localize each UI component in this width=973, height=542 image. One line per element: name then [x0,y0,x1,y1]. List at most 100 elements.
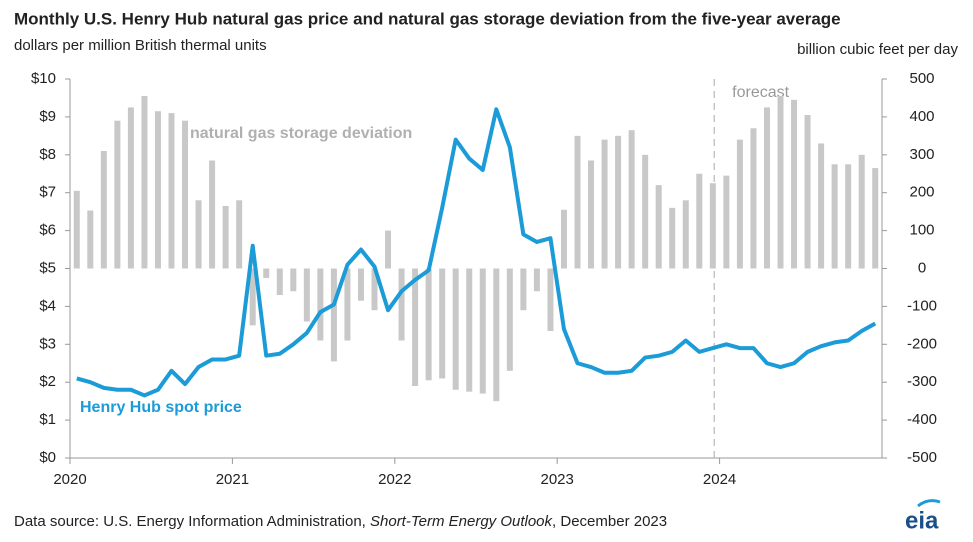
bar [371,268,378,311]
y-tick-label: $6 [39,222,56,239]
bar [154,111,161,269]
y2-tick-label: -300 [907,373,937,390]
bar [290,268,297,292]
bar [763,107,770,269]
bar [330,268,337,362]
bar [357,268,364,301]
y2-tick-label: -100 [907,297,937,314]
bar [168,113,175,269]
y2-tick-label: -200 [907,335,937,352]
bar [723,175,730,269]
bar [466,268,473,392]
bar [236,200,243,269]
bar [601,139,608,269]
y2-tick-label: 100 [909,222,934,239]
bar [506,268,513,371]
series-label: natural gas storage deviation [190,125,412,142]
logo-swoosh [917,499,941,508]
y-tick-label: $9 [39,108,56,125]
bar [100,151,107,269]
bar [560,209,567,269]
y2-axis-label: billion cubic feet per day [797,41,958,58]
bar [87,210,94,269]
bar [452,268,459,390]
bar [777,96,784,269]
y2-tick-label: -500 [907,449,937,466]
price-line [76,107,877,398]
y-tick-label: $7 [39,184,56,201]
bar [114,120,121,269]
bar [263,268,270,278]
bar [872,168,879,269]
bar [791,99,798,269]
bar [222,205,229,269]
bar [195,200,202,269]
source-text: Data source: U.S. Energy Information Adm… [14,513,370,530]
x-tick-label: 2023 [541,471,574,488]
bar [520,268,527,311]
source: Data source: U.S. Energy Information Adm… [14,513,667,530]
bar [858,154,865,269]
bar [209,160,216,269]
bar [141,96,148,269]
bar [412,268,419,386]
y2-tick-label: 500 [909,70,934,87]
bar [533,268,540,292]
bar [493,268,500,402]
bar [574,135,581,269]
bar [709,183,716,269]
x-tick-label: 2024 [703,471,736,488]
bar [696,173,703,269]
y-tick-label: $5 [39,259,56,276]
bar [615,135,622,269]
bar [385,230,392,269]
bar [831,164,838,269]
y2-tick-label: 0 [918,259,926,276]
bar [750,128,757,269]
x-tick-label: 2021 [216,471,249,488]
bar [303,268,310,322]
forecast-label: forecast [732,84,789,101]
y-tick-label: $3 [39,335,56,352]
bar [439,268,446,379]
x-tick-label: 2022 [378,471,411,488]
y-axis-label: dollars per million British thermal unit… [14,37,267,54]
bar [655,185,662,269]
y-tick-label: $2 [39,373,56,390]
bar [317,268,324,341]
bar [669,207,676,269]
bar [547,268,554,332]
series-label: Henry Hub spot price [80,399,242,416]
y2-tick-label: -400 [907,411,937,428]
x-tick-label: 2020 [53,471,86,488]
bar [127,107,134,269]
bar [249,268,256,326]
y2-tick-label: 200 [909,184,934,201]
bar [344,268,351,341]
bar [736,139,743,269]
source-text: , December 2023 [552,513,667,530]
bar [642,154,649,269]
bar [804,115,811,269]
bar [276,268,283,296]
bar [588,160,595,269]
y-tick-label: $10 [31,70,56,87]
y2-tick-label: 400 [909,108,934,125]
y-tick-label: $8 [39,146,56,163]
bar [682,200,689,269]
bar [425,268,432,381]
y-tick-label: $0 [39,449,56,466]
bar [398,268,405,341]
y-tick-label: $1 [39,411,56,428]
bar [182,120,189,269]
y-tick-label: $4 [39,297,56,314]
bar [479,268,486,394]
chart-title: Monthly U.S. Henry Hub natural gas price… [14,9,841,28]
bar [818,143,825,269]
bar [628,130,635,269]
y2-tick-label: 300 [909,146,934,163]
logo: eia [905,507,939,534]
bar [73,190,80,269]
bar [845,164,852,269]
